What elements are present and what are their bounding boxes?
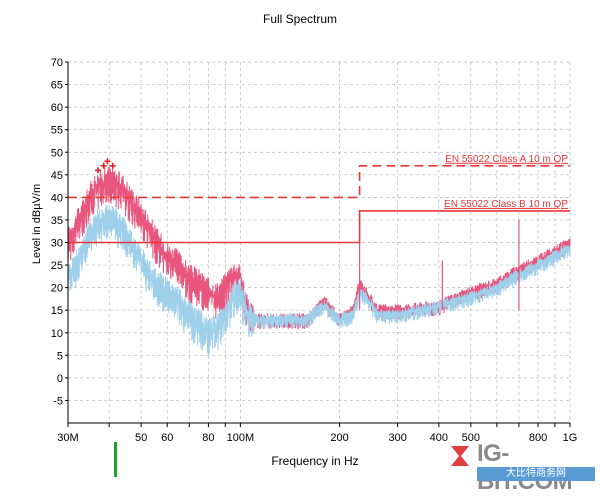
y-tick-label: 30 bbox=[51, 238, 63, 250]
x-tick-label: 300 bbox=[388, 432, 406, 444]
peak-marker bbox=[100, 162, 107, 169]
limit-lines bbox=[68, 165, 570, 244]
x-tick-label: 200 bbox=[330, 432, 348, 444]
y-tick-label: 35 bbox=[51, 215, 63, 227]
y-tick-label: 65 bbox=[51, 80, 63, 92]
y-tick-label: 25 bbox=[51, 260, 63, 272]
x-tick-label: 100M bbox=[227, 432, 255, 444]
series-group bbox=[67, 166, 571, 357]
y-axis-label: Level in dBµV/m bbox=[31, 183, 43, 265]
x-tick-label: 400 bbox=[430, 432, 448, 444]
y-tick-label: 40 bbox=[51, 192, 63, 204]
y-tick-label: 60 bbox=[51, 102, 63, 114]
chart-title: Full Spectrum bbox=[262, 12, 338, 26]
y-tick-label: 45 bbox=[51, 170, 63, 182]
y-tick-label: 10 bbox=[51, 328, 63, 340]
y-tick-label: 70 bbox=[51, 57, 63, 69]
x-tick-label: 500 bbox=[462, 432, 480, 444]
spectrum-trace-1 bbox=[67, 204, 571, 357]
limit-label-1: EN 55022 Class B 10 m QP bbox=[444, 199, 568, 210]
x-tick-label: 60 bbox=[161, 432, 173, 444]
y-tick-label: 15 bbox=[51, 305, 63, 317]
y-tick-labels: -5 0 5 10 15 20 25 30 35 40 45 50 55 60 65 70 bbox=[51, 57, 63, 407]
watermark-logo: IG-BIT.COM 大比特商务网 bbox=[447, 440, 600, 495]
frequency-marker bbox=[114, 442, 117, 477]
logo-mark-icon bbox=[451, 446, 469, 466]
peak-markers bbox=[95, 158, 116, 174]
limit-label-0: EN 55022 Class A 10 m QP bbox=[445, 154, 568, 165]
y-tick-label: 20 bbox=[51, 283, 63, 295]
limit-line-0 bbox=[68, 165, 570, 199]
x-tick-label: 50 bbox=[135, 432, 147, 444]
x-tick-label: 80 bbox=[202, 432, 214, 444]
limit-labels: EN 55022 Class A 10 m QP EN 55022 Class B… bbox=[444, 154, 568, 210]
x-axis-label: Frequency in Hz bbox=[271, 454, 359, 468]
x-tick-labels: 30M 50 60 80 100M 200 300 400 500 800 1G bbox=[57, 432, 577, 444]
y-tick-label: 55 bbox=[51, 125, 63, 137]
watermark-tag: 大比特商务网 bbox=[477, 467, 595, 481]
y-tick-label: 50 bbox=[51, 147, 63, 159]
y-tick-label: 0 bbox=[57, 373, 63, 385]
peak-marker bbox=[109, 162, 116, 169]
peak-marker bbox=[104, 158, 111, 165]
y-tick-label: -5 bbox=[53, 395, 63, 407]
x-tick-label: 800 bbox=[529, 432, 547, 444]
spectrum-chart: -5 0 5 10 15 20 25 30 35 40 45 50 55 60 65 70 30M 50 60 80… bbox=[51, 57, 578, 444]
limit-line-1 bbox=[68, 210, 570, 244]
axes bbox=[65, 61, 571, 427]
y-tick-label: 5 bbox=[57, 350, 63, 362]
peak-marker bbox=[95, 167, 102, 174]
x-tick-label: 1G bbox=[563, 432, 578, 444]
x-tick-label: 30M bbox=[57, 432, 78, 444]
